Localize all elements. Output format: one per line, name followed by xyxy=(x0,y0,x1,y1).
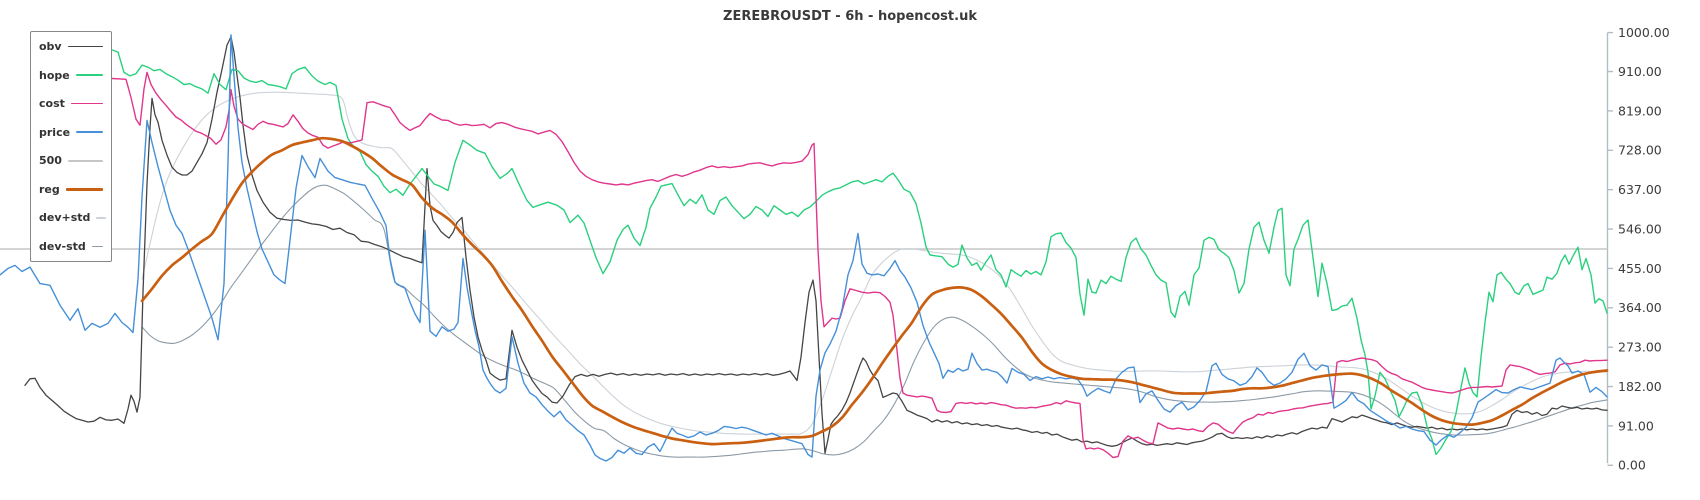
y-tick-label: 182.00 xyxy=(1618,379,1662,394)
legend-label: cost xyxy=(39,97,65,111)
legend-swatch-line xyxy=(76,131,103,133)
legend-item-price: price xyxy=(39,126,103,139)
legend-swatch-line xyxy=(67,159,103,162)
legend-label: hope xyxy=(39,68,70,82)
legend-swatch-line xyxy=(91,245,103,248)
legend-label: 500 xyxy=(39,154,62,168)
legend-swatch-line xyxy=(67,45,103,48)
legend-box: obv hope cost price 500 reg dev+std dev-std xyxy=(30,31,112,262)
legend-label: dev-std xyxy=(39,239,86,253)
legend-swatch-line xyxy=(75,74,103,76)
y-tick-label: 546.00 xyxy=(1618,221,1662,236)
legend-label: reg xyxy=(39,182,60,196)
y-tick-label: 455.00 xyxy=(1618,261,1662,276)
y-tick-label: 0.00 xyxy=(1618,458,1646,473)
series-line-cost xyxy=(111,71,1608,459)
legend-item-dev-std: dev-std xyxy=(39,240,103,253)
legend-item-hope: hope xyxy=(39,69,103,82)
series-line-obv xyxy=(24,36,1608,454)
y-tick-label: 728.00 xyxy=(1618,143,1662,158)
legend-swatch-line xyxy=(65,187,103,191)
y-tick-label: 637.00 xyxy=(1618,182,1662,197)
y-tick-label: 910.00 xyxy=(1618,64,1662,79)
series-line-dev-std xyxy=(141,184,1608,458)
legend-item-obv: obv xyxy=(39,40,103,53)
legend-label: price xyxy=(39,125,71,139)
y-tick-label: 364.00 xyxy=(1618,300,1662,315)
legend-label: obv xyxy=(39,40,62,53)
y-tick-label: 1000.00 xyxy=(1618,25,1670,40)
legend-item-reg: reg xyxy=(39,183,103,196)
legend-item-dev-std: dev+std xyxy=(39,211,107,225)
legend-swatch-line xyxy=(96,217,107,219)
y-tick-label: 819.00 xyxy=(1618,103,1662,118)
y-tick-label: 91.00 xyxy=(1618,418,1654,433)
legend-item-500: 500 xyxy=(39,154,103,167)
series-line-hope xyxy=(111,49,1608,456)
legend-label: dev+std xyxy=(39,211,91,225)
series-line-dev-std xyxy=(141,91,1608,435)
legend-item-cost: cost xyxy=(39,97,103,110)
series-line-price xyxy=(0,34,1608,462)
legend-swatch-line xyxy=(70,102,103,105)
chart-title: ZEREBROUSDT - 6h - hopencost.uk xyxy=(723,9,977,24)
y-tick-label: 273.00 xyxy=(1618,340,1662,355)
series-line-reg xyxy=(140,136,1609,446)
